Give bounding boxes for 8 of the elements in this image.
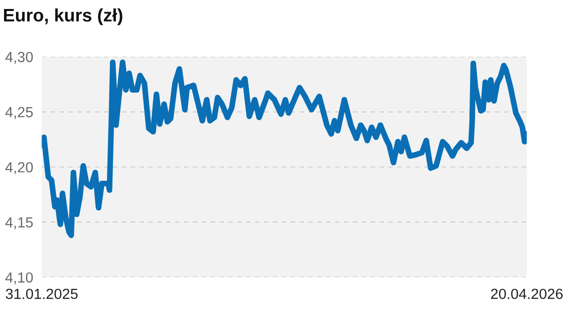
x-tick-label: 20.04.2026 <box>491 288 563 300</box>
y-tick-label: 4,15 <box>5 217 33 230</box>
y-tick-label: 4,25 <box>5 106 33 120</box>
y-tick-label: 4,10 <box>5 272 33 284</box>
x-tick-label: 31.01.2025 <box>6 288 78 300</box>
y-tick-label: 4,30 <box>5 52 33 64</box>
y-tick-label: 4,20 <box>5 162 33 174</box>
chart-title: Euro, kurs (zł) <box>4 8 122 26</box>
